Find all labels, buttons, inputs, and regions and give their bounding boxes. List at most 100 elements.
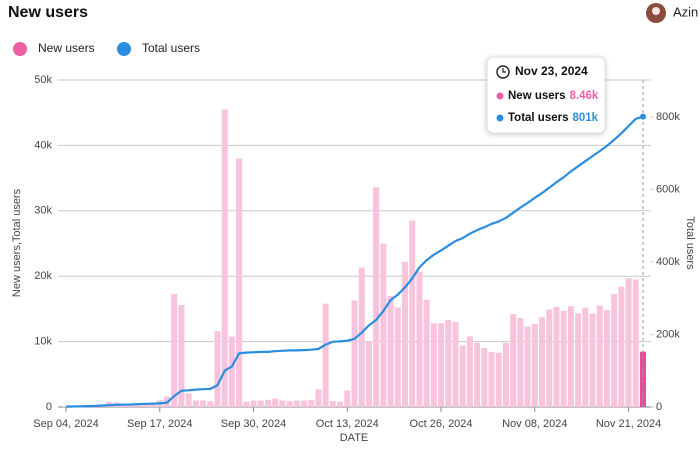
bar (301, 400, 308, 407)
y-axis-label: New users,Total users (11, 188, 23, 297)
clock-hands (502, 68, 506, 73)
y-tick-label: 50k (34, 74, 52, 86)
bar (430, 323, 437, 407)
y-tick-label: 10k (34, 336, 52, 348)
bar (524, 326, 531, 407)
bar (171, 293, 178, 407)
avatar-face (652, 7, 660, 15)
bar (553, 306, 560, 407)
bar (582, 307, 589, 407)
tooltip-value: 801k (573, 112, 599, 124)
bar (416, 271, 423, 407)
legend-marker (117, 42, 131, 56)
bar (127, 404, 134, 407)
bar (63, 406, 69, 407)
y-tick-label: 0 (46, 401, 52, 413)
bar (531, 323, 538, 407)
bar (466, 336, 473, 407)
legend-label: Total users (142, 41, 200, 55)
bar (257, 400, 264, 407)
clock-icon (496, 65, 510, 79)
bar (207, 401, 214, 407)
y-tick-label: 20k (34, 270, 52, 282)
x-axis-label: DATE (340, 432, 369, 444)
bar (438, 323, 445, 407)
bar (120, 405, 127, 407)
bar (387, 295, 394, 407)
bar (135, 403, 142, 407)
bar (221, 109, 228, 408)
bar (625, 278, 632, 407)
bar (293, 400, 300, 407)
bar (596, 305, 603, 407)
bar (250, 400, 257, 407)
bar (640, 351, 646, 407)
bar (510, 314, 517, 407)
tooltip-marker (496, 114, 504, 122)
x-tick-label: Sep 04, 2024 (33, 418, 98, 430)
tooltip-marker (496, 92, 504, 100)
tooltip-name: New users (508, 90, 566, 102)
x-tick-label: Nov 21, 2024 (596, 418, 661, 430)
chart-title: New users (8, 4, 88, 21)
y2-tick-label: 0 (656, 401, 662, 413)
bar (279, 400, 286, 407)
bar (358, 267, 365, 407)
tooltip-name: Total users (508, 112, 569, 124)
bar (539, 317, 546, 407)
y-tick-label: 40k (34, 139, 52, 151)
tooltip-row: Total users 801k (508, 112, 599, 124)
y2-tick-label: 400k (656, 256, 680, 268)
legend-marker (13, 42, 27, 56)
bar (495, 352, 502, 407)
bar (315, 389, 322, 407)
bar (337, 401, 344, 407)
user-name[interactable]: Azin (673, 4, 698, 19)
tooltip-box (486, 56, 606, 134)
bar (611, 293, 618, 407)
line (65, 115, 644, 408)
bar (474, 342, 481, 407)
bar (308, 399, 315, 407)
x-tick-label: Sep 30, 2024 (221, 418, 286, 430)
bar (445, 320, 452, 407)
bar (200, 400, 207, 407)
bar (459, 345, 466, 407)
bar (632, 279, 639, 407)
bar (567, 306, 574, 407)
bar (373, 187, 380, 407)
bar (236, 158, 243, 407)
bar (603, 310, 610, 407)
bar (185, 393, 192, 407)
bar (329, 401, 336, 407)
bar (560, 310, 567, 407)
bar (272, 398, 279, 407)
bar (517, 318, 524, 407)
bar (228, 336, 235, 407)
y2-tick-label: 200k (656, 328, 680, 340)
bar (243, 401, 250, 407)
selection-point (640, 113, 646, 120)
bar (618, 286, 625, 407)
bar (488, 352, 495, 407)
bar (214, 331, 221, 407)
bar (142, 403, 149, 407)
bar (365, 341, 372, 407)
x-tick-label: Oct 13, 2024 (316, 418, 379, 430)
bar (286, 401, 293, 407)
y2-tick-label: 800k (656, 111, 680, 123)
bar (264, 399, 271, 407)
bar (322, 303, 329, 407)
bar (401, 261, 408, 407)
bar (344, 390, 351, 407)
bar (575, 313, 582, 407)
bar (589, 313, 596, 407)
bar (409, 220, 416, 407)
tooltip-date: Nov 23, 2024 (515, 64, 588, 78)
bar (423, 299, 430, 407)
bar (502, 342, 509, 407)
x-tick-label: Nov 08, 2024 (502, 418, 567, 430)
y-tick-label: 30k (34, 205, 52, 217)
